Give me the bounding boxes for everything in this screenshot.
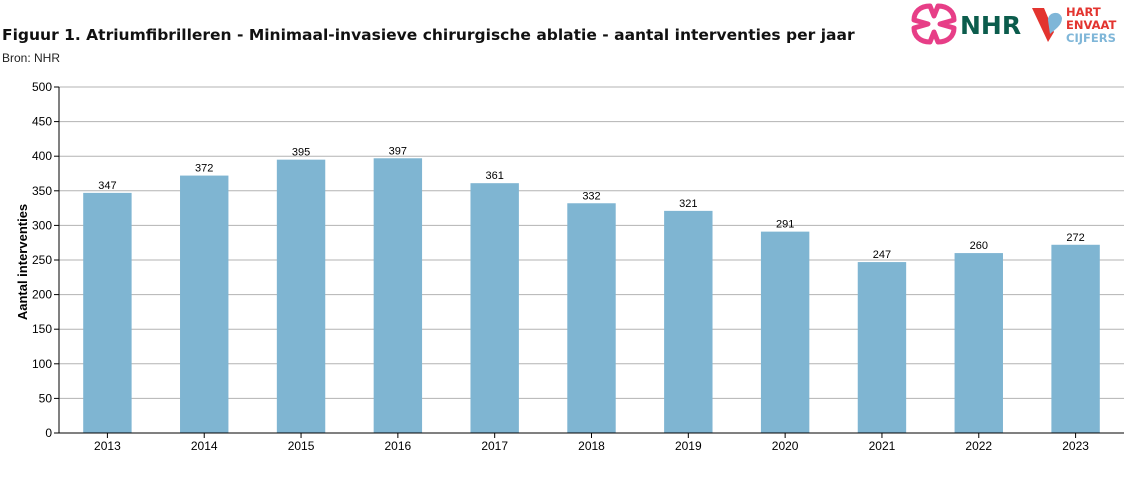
y-tick-label-450: 450 (32, 115, 52, 129)
data-label-2013: 347 (98, 180, 116, 192)
y-tick-label-100: 100 (32, 357, 52, 371)
y-tick-label-50: 50 (39, 391, 53, 405)
x-tick-label-2018: 2018 (578, 439, 605, 453)
data-label-2023: 272 (1066, 232, 1084, 244)
hart-logo-line2: ENVAAT (1066, 18, 1117, 32)
y-tick-label-200: 200 (32, 288, 52, 302)
data-label-layer: 347 372 395 397 361 332 321 291 247 260 272 (98, 145, 1085, 261)
x-tick-label-2016: 2016 (385, 439, 412, 453)
hart-vaat-logo-icon (1032, 8, 1062, 42)
bar-2021 (857, 262, 907, 433)
bar-2017 (470, 183, 519, 433)
nhr-logo-icon (911, 3, 957, 45)
y-tick-label-400: 400 (32, 149, 52, 163)
x-tick-label-2013: 2013 (94, 439, 121, 453)
chart-title: Figuur 1. Atriumfibrilleren - Minimaal-i… (2, 26, 855, 44)
nhr-logo-text: NHR (960, 11, 1021, 40)
y-tick-label-350: 350 (32, 184, 52, 198)
bar-2023 (1051, 244, 1100, 433)
data-label-2015: 395 (292, 147, 310, 159)
y-tick-label-300: 300 (32, 218, 52, 232)
logos: NHR HART ENVAAT CIJFERS (911, 3, 1117, 45)
data-label-2016: 397 (389, 145, 407, 157)
x-tick-label-2022: 2022 (965, 439, 992, 453)
data-label-2019: 321 (679, 198, 697, 210)
data-label-2022: 260 (970, 240, 988, 252)
data-label-2014: 372 (195, 163, 213, 175)
data-label-2017: 361 (486, 170, 504, 182)
x-tick-label-2020: 2020 (772, 439, 799, 453)
bar-2016 (373, 158, 423, 433)
bar-2013 (83, 192, 132, 433)
y-tick-label-500: 500 (32, 80, 52, 94)
bar-2019 (664, 210, 713, 433)
hart-logo-line3: CIJFERS (1066, 31, 1116, 45)
data-label-2020: 291 (776, 219, 794, 231)
y-tick-label-150: 150 (32, 322, 52, 336)
y-tick-label-250: 250 (32, 253, 52, 267)
bar-layer (83, 158, 1100, 434)
x-tick-label-2021: 2021 (869, 439, 896, 453)
data-label-2018: 332 (582, 190, 600, 202)
x-tick-label-2023: 2023 (1062, 439, 1089, 453)
bar-2014 (180, 175, 229, 434)
x-tick-label-2017: 2017 (481, 439, 508, 453)
x-tick-label-2014: 2014 (191, 439, 218, 453)
bar-2018 (567, 203, 616, 433)
y-tick-label-0: 0 (45, 426, 52, 440)
y-axis-title: Aantal interventies (15, 204, 30, 320)
axis-layer: 0 50 100 150 200 250 300 350 400 450 500 2013 2014 20… (32, 80, 1124, 453)
x-tick-label-2019: 2019 (675, 439, 702, 453)
hart-logo-line1: HART (1066, 5, 1101, 19)
x-tick-label-2015: 2015 (288, 439, 315, 453)
bar-2015 (276, 159, 326, 433)
bar-2020 (760, 231, 810, 433)
data-label-2021: 247 (873, 249, 891, 261)
bar-2022 (954, 253, 1003, 433)
chart-source: Bron: NHR (2, 51, 61, 65)
